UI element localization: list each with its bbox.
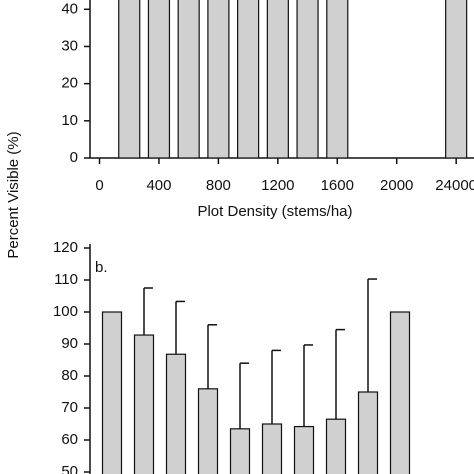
bar <box>296 0 319 158</box>
y-tick-label: 100 <box>53 303 78 320</box>
y-tick-label: 40 <box>61 0 78 17</box>
bar <box>266 0 289 158</box>
bar <box>229 428 251 474</box>
y-tick-label: 50 <box>61 463 78 474</box>
x-tick-label: 24000 <box>435 177 474 194</box>
bar <box>165 353 187 474</box>
bars <box>101 311 411 474</box>
bars <box>118 0 468 158</box>
x-tick-label: 800 <box>206 177 231 194</box>
y-tick-label: 90 <box>61 335 78 352</box>
x-tick-label: 1600 <box>321 177 354 194</box>
x-tick-label: 400 <box>146 177 171 194</box>
y-tick-label: 0 <box>70 149 78 166</box>
y-tick-label: 60 <box>61 431 78 448</box>
bar <box>237 0 260 158</box>
bar <box>325 418 347 474</box>
bar <box>357 391 379 474</box>
bar <box>445 0 468 158</box>
bar <box>326 0 349 158</box>
x-tick-label: 2000 <box>380 177 413 194</box>
y-tick-label: 80 <box>61 367 78 384</box>
x-tick-label: 0 <box>95 177 103 194</box>
y-tick-label: 70 <box>61 399 78 416</box>
bar <box>293 425 315 474</box>
bar <box>207 0 230 158</box>
bar <box>118 0 141 158</box>
bar <box>101 311 123 474</box>
y-tick-label: 10 <box>61 112 78 129</box>
bar <box>389 311 411 474</box>
bar <box>133 334 155 474</box>
panel-label: b. <box>95 259 108 276</box>
y-tick-label: 110 <box>54 271 78 288</box>
bar <box>147 0 171 158</box>
y-tick-label: 20 <box>61 75 78 92</box>
y-axis-label: Percent Visible (%) <box>5 131 22 258</box>
y-tick-label: 120 <box>53 239 78 256</box>
bar <box>177 0 200 158</box>
bar <box>261 423 283 474</box>
y-tick-label: 30 <box>61 37 78 54</box>
bar <box>197 388 219 474</box>
x-tick-label: 1200 <box>261 177 294 194</box>
x-axis-label: Plot Density (stems/ha) <box>197 203 352 220</box>
